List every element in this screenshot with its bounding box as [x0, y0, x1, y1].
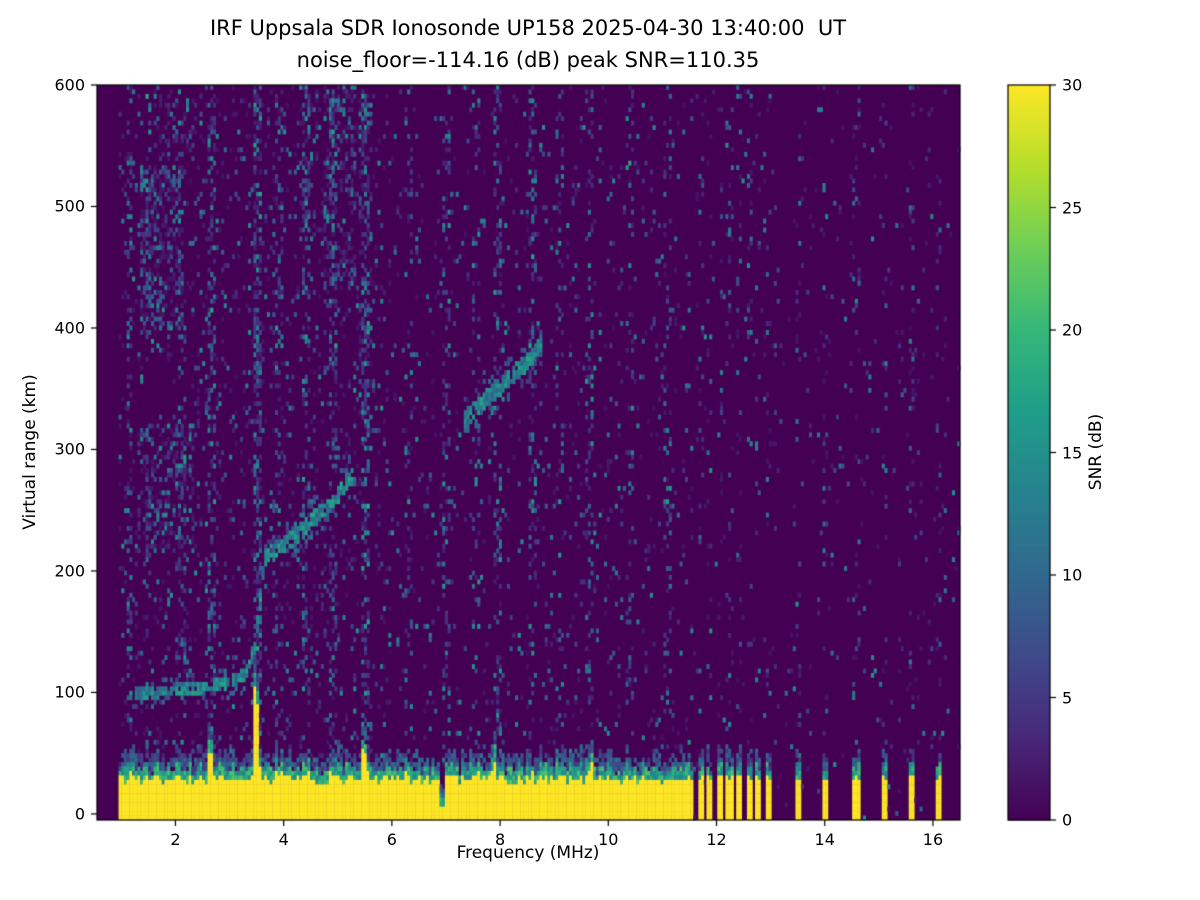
y-tick-label: 600 [54, 75, 85, 95]
y-tick-label: 300 [54, 439, 85, 459]
y-tick-label: 200 [54, 561, 85, 581]
colorbar-tick-label: 5 [1062, 688, 1073, 707]
colorbar-label: SNR (dB) [1086, 413, 1106, 491]
x-tick-label: 16 [922, 830, 944, 849]
y-tick-label: 100 [54, 682, 85, 702]
x-tick-label: 2 [170, 830, 181, 849]
colorbar-tick-label: 30 [1062, 75, 1083, 95]
y-axis-label: Virtual range (km) [20, 374, 40, 530]
chart-title-line2: noise_floor=-114.16 (dB) peak SNR=110.35 [296, 48, 760, 72]
x-tick-label: 6 [386, 830, 397, 849]
y-tick-label: 0 [74, 804, 85, 824]
x-tick-label: 8 [495, 830, 506, 849]
x-tick-label: 14 [814, 830, 835, 849]
colorbar-tick-label: 20 [1062, 320, 1083, 340]
chart-title-line1: IRF Uppsala SDR Ionosonde UP158 2025-04-… [209, 16, 847, 40]
colorbar-tick-label: 15 [1062, 443, 1083, 462]
x-axis-label: Frequency (MHz) [456, 843, 600, 863]
x-tick-label: 10 [598, 830, 619, 849]
colorbar-tick-label: 10 [1062, 565, 1083, 585]
x-tick-label: 12 [706, 830, 727, 849]
y-tick-label: 500 [54, 196, 85, 216]
colorbar-tick-label: 25 [1062, 198, 1083, 217]
y-tick-label: 400 [54, 318, 85, 338]
colorbar-tick-label: 0 [1062, 810, 1073, 830]
x-tick-label: 4 [278, 830, 289, 849]
